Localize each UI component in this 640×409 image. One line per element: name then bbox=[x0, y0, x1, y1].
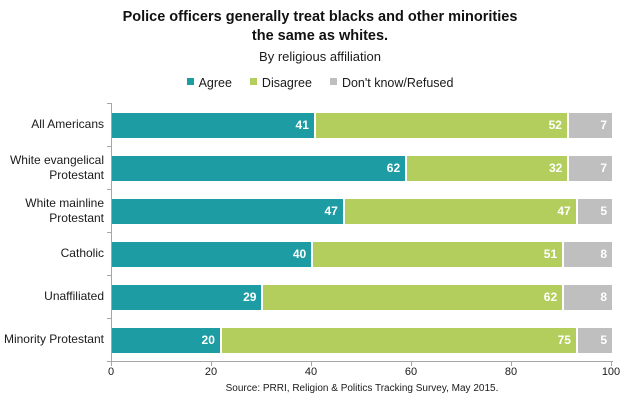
bar-segment-don-t-know-refused: 5 bbox=[575, 198, 613, 224]
bar-segment-don-t-know-refused: 7 bbox=[566, 112, 612, 138]
bar-value-label: 5 bbox=[600, 204, 608, 218]
bar-row-all-americans: 41 52 7 bbox=[112, 112, 612, 138]
category-label-line: Minority Protestant bbox=[3, 332, 104, 346]
legend-label-agree: Agree bbox=[198, 75, 232, 90]
legend-item-disagree: Disagree bbox=[249, 75, 312, 90]
legend-item-agree: Agree bbox=[186, 75, 232, 90]
category-label-line: Unaffiliated bbox=[44, 289, 104, 303]
x-axis-tick-label: 0 bbox=[107, 366, 115, 378]
bar-value-label: 75 bbox=[557, 333, 571, 347]
bar-row-unaffiliated: 29 62 8 bbox=[112, 284, 612, 310]
y-axis-tick bbox=[107, 232, 111, 233]
x-axis-tick bbox=[611, 362, 612, 366]
y-axis-tick bbox=[107, 146, 111, 147]
bar-segment-agree: 41 bbox=[112, 112, 314, 138]
bar-value-label: 20 bbox=[201, 333, 215, 347]
x-axis-tick-label: 100 bbox=[601, 366, 621, 378]
bar-value-label: 5 bbox=[600, 333, 607, 347]
bar-segment-disagree: 51 bbox=[311, 241, 563, 267]
bar-segment-don-t-know-refused: 8 bbox=[562, 284, 612, 310]
y-axis-tick bbox=[107, 275, 111, 276]
bar-segment-disagree: 62 bbox=[261, 284, 563, 310]
legend: Agree Disagree Don't know/Refused bbox=[0, 74, 640, 91]
bar-segment-don-t-know-refused: 8 bbox=[562, 241, 612, 267]
bar-value-label: 62 bbox=[543, 290, 558, 304]
category-label-line: Protestant bbox=[49, 210, 104, 225]
bar-segment-agree: 29 bbox=[112, 284, 262, 310]
bar-segment-don-t-know-refused: 5 bbox=[575, 327, 612, 353]
bar-row-minority-protestant: 20 75 5 bbox=[112, 327, 612, 353]
y-axis-tick bbox=[107, 103, 111, 104]
y-axis-tick bbox=[107, 189, 111, 190]
x-axis-tick bbox=[111, 362, 112, 366]
category-label-all-americans: All Americans bbox=[0, 103, 104, 146]
legend-label-disagree: Disagree bbox=[261, 75, 312, 90]
bar-segment-disagree: 52 bbox=[313, 112, 567, 138]
bar-segment-disagree: 32 bbox=[405, 155, 568, 181]
bar-value-label: 51 bbox=[543, 247, 558, 261]
bar-segment-agree: 40 bbox=[112, 241, 312, 267]
bar-segment-agree: 62 bbox=[112, 155, 406, 181]
x-axis-tick bbox=[511, 362, 512, 366]
bar-value-label: 52 bbox=[548, 118, 562, 132]
category-label-line: White evangelical bbox=[9, 152, 104, 167]
legend-swatch-disagree-icon bbox=[249, 77, 257, 85]
x-axis-tick bbox=[411, 362, 412, 366]
x-axis-line bbox=[111, 361, 613, 362]
bar-row-white-evangelical-protestant: 62 32 7 bbox=[112, 155, 612, 181]
chart-title-line-2: the same as whites. bbox=[251, 28, 389, 44]
bar-value-label: 8 bbox=[600, 247, 607, 261]
bar-value-label: 29 bbox=[243, 290, 257, 304]
y-axis-tick bbox=[107, 318, 111, 319]
y-axis-line bbox=[111, 103, 112, 361]
bar-value-label: 47 bbox=[324, 204, 338, 218]
bar-segment-don-t-know-refused: 7 bbox=[567, 155, 612, 181]
legend-label-don-t-know-refused: Don't know/Refused bbox=[341, 75, 454, 90]
category-label-line: White mainline bbox=[25, 195, 104, 210]
category-label-line: Protestant bbox=[49, 167, 104, 182]
chart-subtitle: By religious affiliation bbox=[259, 49, 381, 64]
bar-segment-disagree: 75 bbox=[219, 327, 576, 353]
x-axis-tick-label: 60 bbox=[404, 366, 418, 378]
category-label-line: Catholic bbox=[60, 246, 104, 260]
bar-row-white-mainline-protestant: 47 47 5 bbox=[112, 198, 613, 224]
x-axis-tick bbox=[311, 362, 312, 366]
category-label-catholic: Catholic bbox=[0, 232, 104, 275]
x-axis-tick bbox=[211, 362, 212, 366]
bar-segment-agree: 20 bbox=[112, 327, 220, 353]
bar-value-label: 32 bbox=[548, 161, 563, 175]
category-label-minority-protestant: Minority Protestant bbox=[0, 318, 104, 361]
legend-swatch-don-t-know-refused-icon bbox=[329, 77, 337, 85]
legend-item-don-t-know-refused: Don't know/Refused bbox=[329, 75, 454, 90]
chart-title-line-1: Police officers generally treat blacks a… bbox=[122, 9, 518, 25]
bar-row-catholic: 40 51 8 bbox=[112, 241, 612, 267]
y-axis-tick bbox=[107, 361, 111, 362]
bar-value-label: 62 bbox=[386, 161, 401, 175]
category-label-line: All Americans bbox=[31, 117, 104, 131]
source-note: Source: PRRI, Religion & Politics Tracki… bbox=[225, 383, 499, 394]
x-axis-tick-label: 20 bbox=[204, 366, 218, 378]
bar-value-label: 41 bbox=[295, 118, 309, 132]
bar-value-label: 7 bbox=[600, 118, 607, 132]
bar-value-label: 7 bbox=[600, 161, 607, 175]
x-axis-tick-label: 80 bbox=[504, 366, 518, 378]
x-axis-tick-label: 40 bbox=[304, 366, 318, 378]
bar-value-label: 40 bbox=[292, 247, 307, 261]
category-label-white-evangelical-protestant: White evangelical Protestant bbox=[0, 146, 104, 189]
bar-value-label: 47 bbox=[557, 204, 571, 218]
bar-segment-disagree: 47 bbox=[342, 198, 576, 224]
bar-segment-agree: 47 bbox=[112, 198, 343, 224]
bar-value-label: 8 bbox=[600, 290, 607, 304]
legend-swatch-agree-icon bbox=[186, 77, 194, 85]
category-label-white-mainline-protestant: White mainline Protestant bbox=[0, 189, 104, 232]
category-label-unaffiliated: Unaffiliated bbox=[0, 275, 104, 318]
